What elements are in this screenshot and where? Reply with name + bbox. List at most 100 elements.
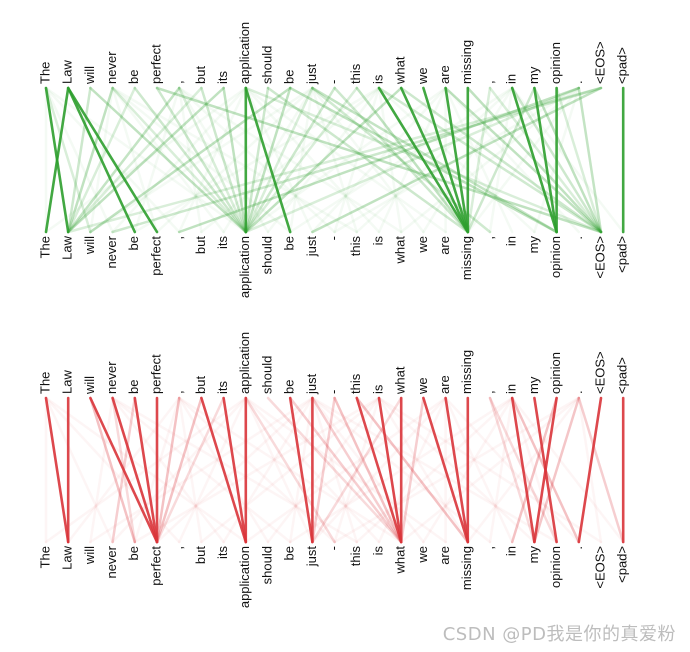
top-target-token: are xyxy=(437,236,452,255)
top-attention-haze-link xyxy=(266,86,381,234)
top-target-token: my xyxy=(526,236,541,254)
attention-panel-top: The Law will never be perfect, but its applicati… xyxy=(37,22,629,298)
bottom-target-token: be xyxy=(126,546,141,560)
top-attention-haze-link xyxy=(377,86,447,234)
top-attention-weak-link xyxy=(466,86,492,234)
top-attention-haze-link xyxy=(444,86,514,234)
bottom-target-token: in xyxy=(504,546,519,556)
top-attention-haze-link xyxy=(111,86,159,234)
bottom-target-token: should xyxy=(259,546,274,584)
bottom-attention-strong-link xyxy=(288,396,314,544)
top-attention-strong-link xyxy=(533,86,558,234)
bottom-target-token: are xyxy=(437,546,452,565)
top-target-token: opinion xyxy=(548,236,563,278)
top-source-token: , xyxy=(171,80,186,84)
top-source-token: opinion xyxy=(548,42,563,84)
top-attention-haze-link xyxy=(177,86,403,234)
bottom-attention-haze-link xyxy=(510,396,625,544)
top-source-token: perfect xyxy=(148,44,163,84)
top-target-token: The xyxy=(37,236,52,258)
top-attention-strong-link xyxy=(510,86,558,234)
top-target-token: , xyxy=(171,236,186,240)
bottom-attention-strong-link xyxy=(44,396,70,544)
bottom-target-token: we xyxy=(415,546,430,564)
top-attention-weak-link xyxy=(444,86,603,234)
bottom-target-token: my xyxy=(526,546,541,564)
top-attention-haze-link xyxy=(44,86,114,234)
top-attention-haze-link xyxy=(200,86,381,234)
bottom-attention-haze-link xyxy=(111,396,225,544)
bottom-attention-weak-link xyxy=(89,396,137,544)
top-source-token: but xyxy=(193,66,208,84)
top-attention-haze-link xyxy=(66,86,181,234)
top-attention-haze-link xyxy=(244,86,447,234)
bottom-attention-weak-link xyxy=(355,396,470,544)
top-attention-weak-link xyxy=(111,86,248,234)
bottom-source-token: be xyxy=(126,380,141,394)
top-attention-strong-link xyxy=(444,86,470,234)
bottom-source-token: application xyxy=(237,332,252,394)
top-attention-haze-link xyxy=(377,86,603,234)
bottom-target-token: , xyxy=(481,546,496,550)
top-attention-haze-link xyxy=(244,86,381,234)
top-attention-weak-link xyxy=(466,86,536,234)
bottom-attention-haze-link xyxy=(177,396,248,544)
top-attention-haze-link xyxy=(244,86,314,234)
top-attention-haze-link xyxy=(377,86,403,234)
bottom-attention-weak-link xyxy=(510,396,558,544)
top-attention-weak-link xyxy=(244,86,359,234)
top-target-token: will xyxy=(82,236,97,255)
top-source-token: my xyxy=(526,66,541,84)
bottom-attention-weak-link xyxy=(288,396,403,544)
bottom-attention-weak-link xyxy=(488,396,536,544)
bottom-attention-strong-link xyxy=(377,396,403,544)
bottom-target-token: just xyxy=(304,546,319,568)
top-attention-weak-link xyxy=(244,86,336,234)
top-source-token: <pad> xyxy=(615,47,630,84)
top-attention-strong-link xyxy=(44,86,70,234)
top-source-token: - xyxy=(326,80,341,84)
bottom-source-token: is xyxy=(370,384,385,394)
top-target-token: but xyxy=(193,236,208,254)
bottom-attention-strong-link xyxy=(111,396,159,544)
bottom-attention-strong-link xyxy=(444,396,470,544)
top-attention-haze-link xyxy=(155,86,314,234)
top-attention-haze-link xyxy=(488,86,514,234)
bottom-target-token: its xyxy=(215,546,230,560)
top-attention-haze-link xyxy=(111,86,292,234)
bottom-target-token: . xyxy=(570,546,585,550)
bottom-attention-haze-link xyxy=(510,396,558,544)
top-attention-weak-link xyxy=(66,86,114,234)
top-source-token: just xyxy=(304,63,319,85)
top-attention-haze-link xyxy=(177,86,248,234)
bottom-attention-haze-link xyxy=(44,396,114,544)
bottom-source-token: , xyxy=(171,390,186,394)
top-attention-weak-link xyxy=(266,86,470,234)
top-target-token: - xyxy=(326,236,341,240)
top-attention-haze-link xyxy=(288,86,514,234)
top-attention-haze-link xyxy=(89,86,314,234)
bottom-attention-weak-link xyxy=(399,396,425,544)
bottom-attention-haze-link xyxy=(377,396,603,544)
top-attention-haze-link xyxy=(133,86,381,234)
top-attention-haze-link xyxy=(111,86,225,234)
bottom-target-token: is xyxy=(370,546,385,556)
top-target-token: Law xyxy=(60,235,75,259)
bottom-attention-strong-link xyxy=(222,396,248,544)
top-source-token: will xyxy=(82,66,97,85)
top-source-token: in xyxy=(504,74,519,84)
top-attention-weak-link xyxy=(177,86,248,234)
bottom-attention-haze-link xyxy=(89,396,314,544)
top-source-token: missing xyxy=(459,40,474,84)
bottom-source-token: never xyxy=(104,361,119,394)
bottom-source-token-labels: The Law will never be perfect, but its applicati… xyxy=(37,332,629,395)
bottom-target-token: what xyxy=(393,546,408,575)
top-target-token: be xyxy=(282,236,297,250)
top-source-token: are xyxy=(437,65,452,84)
bottom-source-token: are xyxy=(437,375,452,394)
top-target-token: in xyxy=(504,236,519,246)
bottom-attention-weak-link xyxy=(155,396,203,544)
top-attention-weak-link xyxy=(44,86,92,234)
top-target-token: be xyxy=(126,236,141,250)
